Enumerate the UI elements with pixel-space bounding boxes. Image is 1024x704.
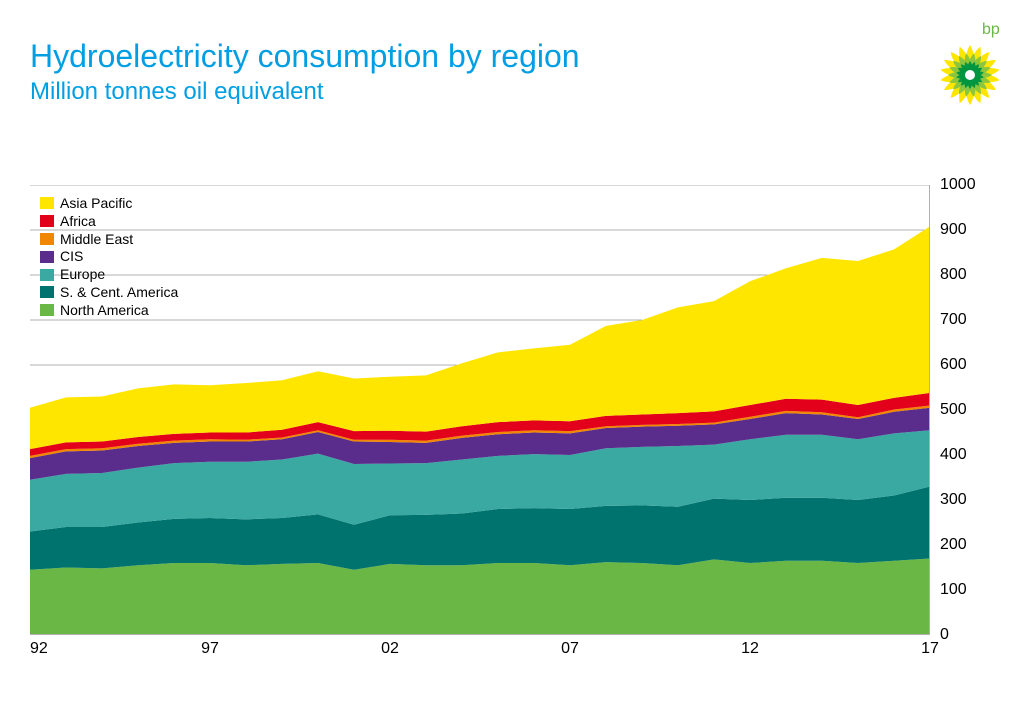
y-tick-label: 500: [940, 401, 967, 419]
y-axis-labels: 01002003004005006007008009001000: [940, 185, 994, 635]
legend-label: Middle East: [60, 231, 133, 248]
y-tick-label: 0: [940, 626, 949, 644]
legend-swatch: [40, 286, 54, 298]
x-tick-label: 97: [201, 640, 219, 658]
legend-item: Middle East: [40, 231, 178, 248]
chart-subtitle: Million tonnes oil equivalent: [30, 78, 324, 106]
legend-item: Europe: [40, 266, 178, 283]
legend-item: CIS: [40, 248, 178, 265]
area-north-america: [30, 559, 930, 636]
y-tick-label: 400: [940, 446, 967, 464]
y-tick-label: 800: [940, 266, 967, 284]
legend-swatch: [40, 215, 54, 227]
x-tick-label: 07: [561, 640, 579, 658]
y-tick-label: 300: [940, 491, 967, 509]
y-tick-label: 100: [940, 581, 967, 599]
y-tick-label: 1000: [940, 176, 976, 194]
legend-label: North America: [60, 302, 149, 319]
legend-swatch: [40, 304, 54, 316]
legend-item: Asia Pacific: [40, 195, 178, 212]
legend-item: Africa: [40, 213, 178, 230]
legend-item: North America: [40, 302, 178, 319]
y-tick-label: 900: [940, 221, 967, 239]
legend-swatch: [40, 269, 54, 281]
y-tick-label: 700: [940, 311, 967, 329]
legend-swatch: [40, 197, 54, 209]
legend-item: S. & Cent. America: [40, 284, 178, 301]
legend-swatch: [40, 251, 54, 263]
bp-logo: bp: [934, 20, 1006, 110]
helios-icon: [940, 45, 1000, 105]
x-tick-label: 02: [381, 640, 399, 658]
x-tick-label: 12: [741, 640, 759, 658]
legend-label: S. & Cent. America: [60, 284, 178, 301]
y-tick-label: 200: [940, 536, 967, 554]
legend: Asia PacificAfricaMiddle EastCISEuropeS.…: [40, 195, 178, 320]
bp-logo-text: bp: [982, 21, 1000, 38]
chart-container: Asia PacificAfricaMiddle EastCISEuropeS.…: [30, 185, 994, 675]
x-tick-label: 17: [921, 640, 939, 658]
legend-label: Africa: [60, 213, 96, 230]
legend-label: Asia Pacific: [60, 195, 132, 212]
y-tick-label: 600: [940, 356, 967, 374]
legend-label: CIS: [60, 248, 83, 265]
x-tick-label: 92: [30, 640, 48, 658]
legend-swatch: [40, 233, 54, 245]
chart-title: Hydroelectricity consumption by region: [30, 38, 580, 75]
legend-label: Europe: [60, 266, 105, 283]
